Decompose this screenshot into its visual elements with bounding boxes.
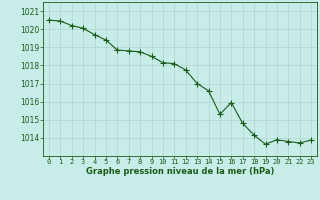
X-axis label: Graphe pression niveau de la mer (hPa): Graphe pression niveau de la mer (hPa) bbox=[86, 167, 274, 176]
